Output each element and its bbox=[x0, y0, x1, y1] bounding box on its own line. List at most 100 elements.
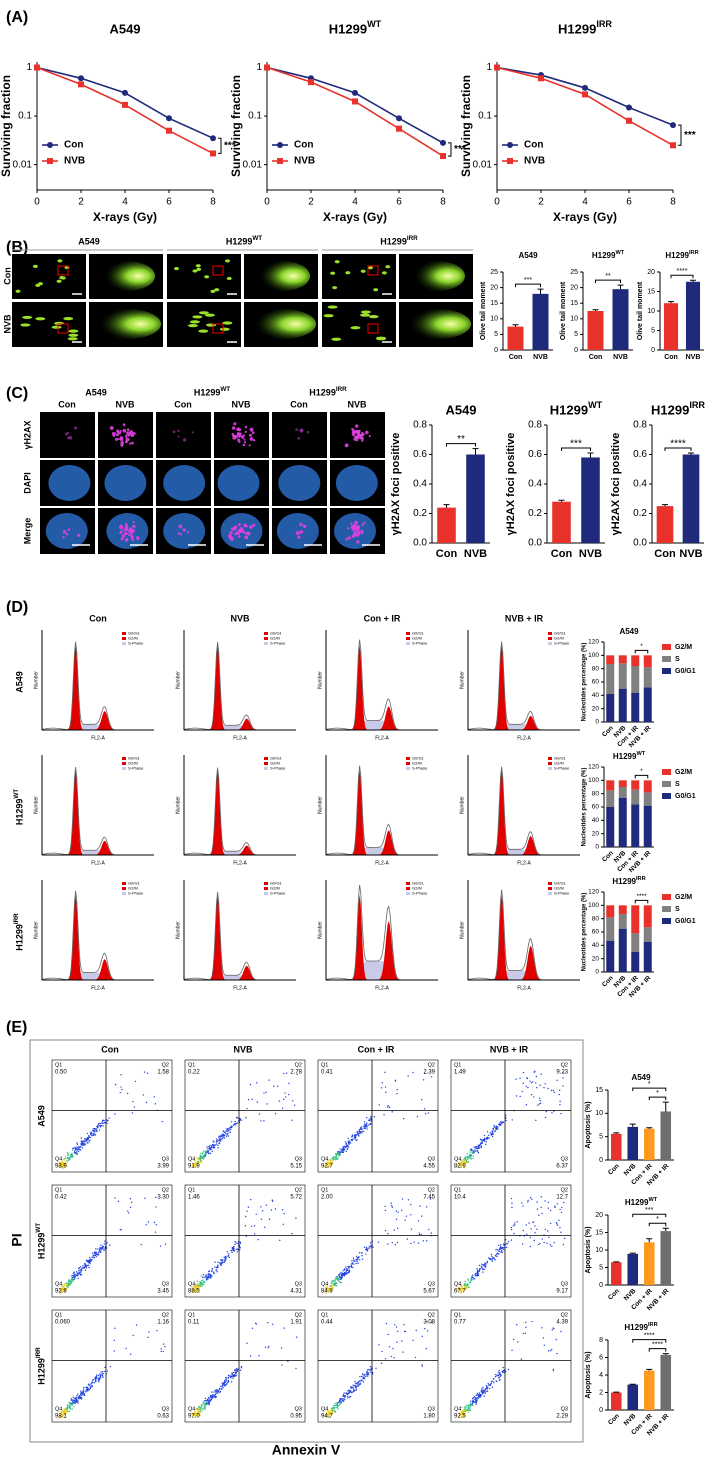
event-dot bbox=[500, 1251, 502, 1253]
event-dot bbox=[219, 1139, 221, 1142]
event-dot bbox=[369, 1366, 372, 1368]
event-dot bbox=[208, 1402, 211, 1404]
event-dot bbox=[220, 1135, 223, 1138]
quadrant-label: Q3 bbox=[295, 1156, 302, 1162]
event-dot bbox=[487, 1382, 489, 1385]
quadrant-value: 0.63 bbox=[157, 1414, 169, 1420]
event-dot bbox=[93, 1129, 95, 1132]
event-dot bbox=[491, 1386, 494, 1388]
event-dot bbox=[550, 1222, 552, 1225]
event-dot bbox=[142, 1094, 145, 1096]
event-dot bbox=[251, 1327, 254, 1329]
event-dot bbox=[71, 1278, 73, 1280]
event-dot bbox=[202, 1150, 205, 1152]
event-dot bbox=[381, 1082, 383, 1084]
chart-title: H1299IRR bbox=[612, 876, 645, 886]
event-dot bbox=[516, 1324, 518, 1326]
event-dot bbox=[230, 1375, 232, 1377]
event-dot bbox=[199, 1161, 202, 1163]
event-dot bbox=[75, 1274, 78, 1276]
significance-label: *** bbox=[645, 1207, 653, 1214]
event-dot bbox=[533, 1239, 535, 1242]
bar-segment bbox=[643, 780, 652, 793]
event-dot bbox=[465, 1287, 468, 1289]
event-dot bbox=[215, 1269, 217, 1271]
axis-label: Number bbox=[317, 671, 323, 689]
event-dot bbox=[489, 1387, 491, 1390]
event-dot bbox=[213, 1272, 215, 1274]
event-dot bbox=[562, 1243, 565, 1246]
event-dot bbox=[337, 1277, 340, 1279]
event-dot bbox=[463, 1290, 465, 1292]
legend-swatch bbox=[662, 793, 671, 799]
event-dot bbox=[291, 1232, 293, 1235]
event-dot bbox=[496, 1248, 498, 1251]
comet-cell bbox=[330, 271, 336, 275]
event-dot bbox=[81, 1397, 83, 1399]
y-axis-label: Surviving fraction bbox=[229, 75, 243, 177]
event-dot bbox=[76, 1143, 79, 1146]
bar-segment bbox=[643, 667, 652, 688]
event-dot bbox=[346, 1268, 348, 1270]
event-dot bbox=[361, 1258, 364, 1260]
comet bbox=[403, 309, 471, 339]
event-dot bbox=[95, 1253, 97, 1256]
event-dot bbox=[491, 1260, 494, 1263]
event-dot bbox=[75, 1148, 77, 1150]
event-dot bbox=[346, 1393, 348, 1395]
event-dot bbox=[484, 1388, 486, 1390]
bar bbox=[627, 1253, 639, 1285]
event-dot bbox=[328, 1413, 330, 1415]
focus bbox=[249, 437, 254, 441]
significance-label: **** bbox=[670, 439, 686, 450]
event-dot bbox=[258, 1355, 260, 1357]
event-dot bbox=[388, 1346, 391, 1348]
event-dot bbox=[230, 1125, 232, 1128]
event-dot bbox=[335, 1278, 338, 1280]
focus bbox=[240, 435, 245, 439]
condition-label: Con bbox=[58, 399, 76, 409]
event-dot bbox=[217, 1147, 219, 1149]
event-dot bbox=[365, 1253, 367, 1255]
event-dot bbox=[328, 1411, 330, 1413]
event-dot bbox=[235, 1242, 237, 1244]
event-dot bbox=[327, 1164, 329, 1167]
quadrant-label: Q2 bbox=[428, 1187, 435, 1193]
event-dot bbox=[540, 1206, 542, 1209]
event-dot bbox=[505, 1246, 508, 1249]
event-dot bbox=[547, 1350, 550, 1352]
event-dot bbox=[191, 1166, 193, 1168]
event-dot bbox=[461, 1416, 464, 1418]
focus bbox=[249, 525, 253, 529]
event-dot bbox=[92, 1255, 95, 1257]
event-dot bbox=[490, 1380, 493, 1383]
event-dot bbox=[482, 1386, 484, 1388]
event-dot bbox=[209, 1149, 211, 1151]
chart-title-sup: WT bbox=[615, 250, 624, 256]
event-dot bbox=[196, 1407, 198, 1410]
legend-swatch bbox=[122, 887, 126, 890]
event-dot bbox=[217, 1266, 219, 1269]
event-dot bbox=[477, 1151, 480, 1154]
event-dot bbox=[89, 1387, 91, 1389]
event-dot bbox=[75, 1271, 78, 1273]
event-dot bbox=[222, 1136, 224, 1138]
event-dot bbox=[402, 1117, 405, 1120]
event-dot bbox=[131, 1112, 134, 1114]
event-dot bbox=[195, 1414, 197, 1416]
event-dot bbox=[60, 1416, 62, 1419]
event-dot bbox=[86, 1138, 89, 1140]
data-point bbox=[396, 115, 402, 122]
event-dot bbox=[478, 1144, 481, 1146]
event-dot bbox=[211, 1143, 214, 1146]
quadrant-label: Q4 bbox=[188, 1281, 195, 1287]
event-dot bbox=[539, 1102, 542, 1105]
event-dot bbox=[86, 1132, 89, 1135]
event-dot bbox=[99, 1250, 101, 1252]
x-tick-label: NVB bbox=[579, 548, 602, 560]
event-dot bbox=[505, 1114, 507, 1116]
event-dot bbox=[559, 1100, 561, 1103]
event-dot bbox=[464, 1161, 467, 1164]
event-dot bbox=[239, 1246, 241, 1249]
comet-cell bbox=[198, 329, 209, 333]
